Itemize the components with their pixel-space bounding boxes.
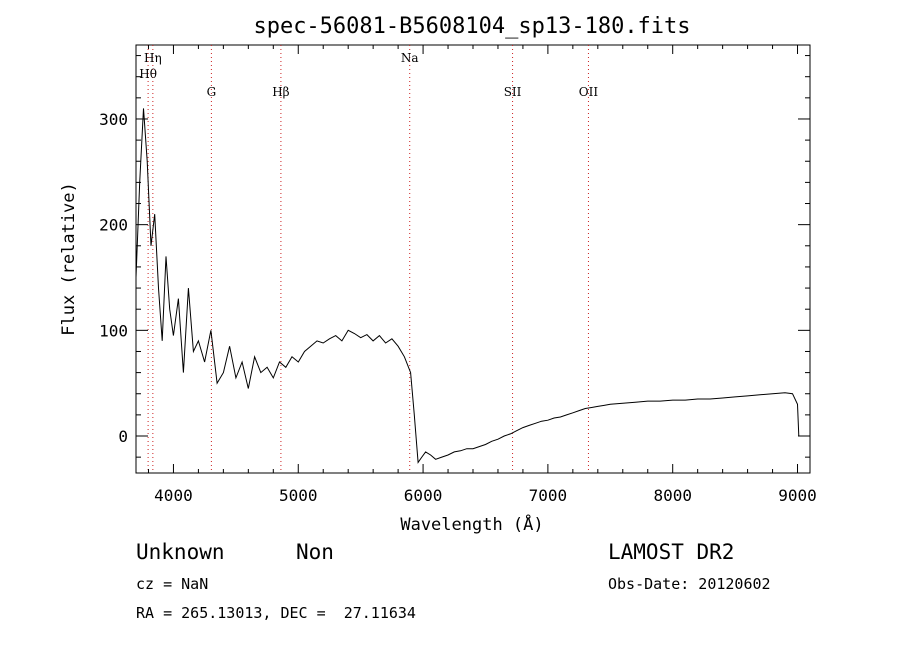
y-axis-label: Flux (relative)	[59, 182, 79, 336]
survey-label: LAMOST DR2	[608, 540, 735, 564]
line-marker-label: Hθ	[139, 67, 157, 81]
spectrum-line	[135, 108, 800, 464]
spectral-line-markers: Hη Hθ G Hβ Na SII OII	[139, 45, 598, 473]
class-label: Unknown	[136, 540, 225, 564]
obs-date-label: Obs-Date: 20120602	[608, 575, 771, 593]
plot-frame	[135, 44, 811, 474]
x-tick-label: 8000	[653, 486, 692, 505]
x-tick-label: 4000	[154, 486, 193, 505]
y-tick-label: 200	[99, 216, 128, 235]
series-group	[135, 108, 800, 464]
line-marker-label: SII	[504, 85, 522, 99]
cz-label: cz = NaN	[136, 575, 209, 593]
chart-title: spec-56081-B5608104_sp13-180.fits	[253, 14, 690, 39]
x-tick-label: 9000	[778, 486, 817, 505]
x-axis-label: Wavelength (Å)	[400, 513, 543, 535]
y-tick-label: 0	[118, 427, 128, 446]
line-marker-label: Hβ	[272, 85, 289, 99]
x-tick-label: 7000	[529, 486, 568, 505]
y-tick-label: 300	[99, 110, 128, 129]
line-marker-label: G	[207, 85, 217, 99]
x-tick-label: 5000	[279, 486, 318, 505]
subclass-label: Non	[296, 540, 334, 564]
line-marker-label: Na	[401, 51, 419, 65]
line-marker-label: OII	[579, 85, 599, 99]
x-tick-label: 6000	[404, 486, 443, 505]
line-marker-label: Hη	[144, 51, 162, 65]
y-tick-label: 100	[99, 321, 128, 340]
axis-ticks: 4000 5000 6000 7000 8000 9000 0 100 200 300	[99, 45, 817, 505]
coords-label: RA = 265.13013, DEC = 27.11634	[136, 604, 416, 622]
